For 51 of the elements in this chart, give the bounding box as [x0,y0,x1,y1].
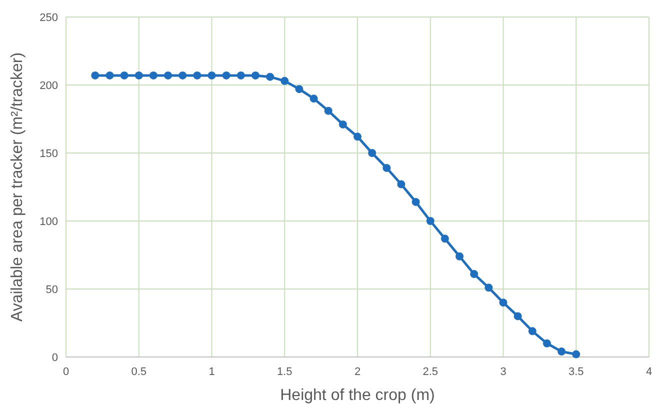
y-tick-label: 150 [40,148,58,160]
point [236,71,245,80]
x-tick-label: 1 [208,366,215,378]
point [412,198,420,206]
point [354,132,362,141]
y-tick-label: 0 [52,352,58,364]
point [382,164,391,172]
point [164,71,172,80]
point [310,94,318,103]
y-tick-label: 250 [40,12,58,24]
x-tick-label: 0 [62,366,70,378]
x-tick-label: 3.5 [568,366,584,378]
point [193,71,202,80]
x-tick-label: 3 [500,366,506,378]
x-tick-label: 2 [354,366,361,378]
point [178,71,187,80]
point [470,270,478,278]
y-tick-label: 200 [40,80,58,92]
x-tick-label: 1.5 [276,366,292,378]
point [266,72,274,81]
point [222,71,230,80]
point [134,71,143,80]
y-tick-label: 50 [46,284,58,296]
point [295,85,304,94]
point [368,149,376,157]
point [456,252,464,260]
point [208,71,216,80]
point [251,71,260,80]
point [514,312,522,320]
point [338,120,347,128]
point [120,71,128,80]
point [542,339,551,348]
x-tick-label: 4 [646,366,652,378]
point [426,217,434,225]
y-tick-label: 100 [40,216,58,228]
point [280,76,289,85]
point [106,71,114,80]
point [324,106,332,115]
x-axis-title: Height of the crop (m) [280,387,435,404]
point [440,234,449,243]
point [91,71,100,80]
x-tick-label: 2.5 [422,366,438,378]
x-tick-label: 0.5 [131,366,147,378]
point [397,180,406,188]
y-axis-title: Available area per tracker (m²/tracker) [9,52,26,322]
point [149,71,158,80]
point [484,284,493,292]
point [558,348,566,356]
point [528,327,536,336]
point [499,298,508,307]
point [572,350,580,358]
